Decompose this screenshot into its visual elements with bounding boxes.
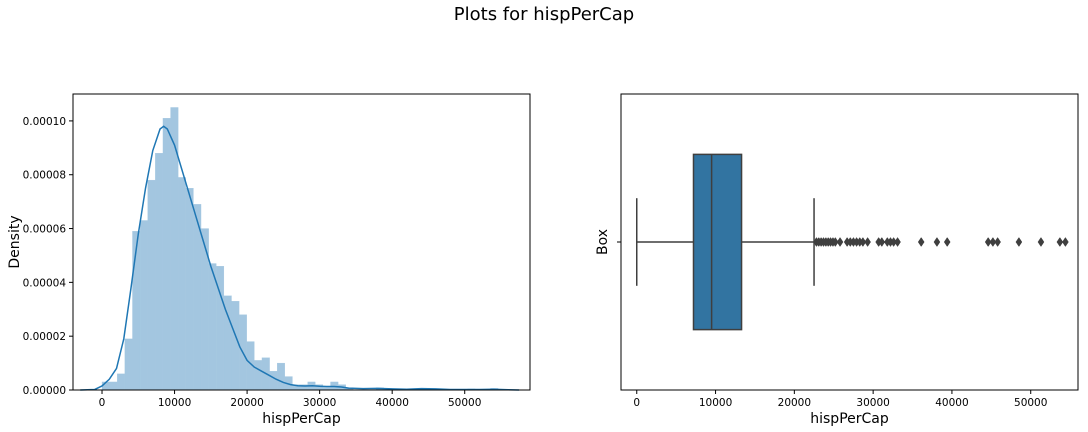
outlier-point [864,237,871,247]
histogram-x-ticks: 0 10000 20000 30000 40000 50000 [99,390,481,409]
y-tick-label: 0.00002 [23,331,66,343]
y-tick-label: 0.00006 [23,224,67,236]
x-tick-label: 10000 [699,397,732,409]
outlier-point [933,237,941,247]
x-tick-label: 50000 [1014,397,1047,409]
y-tick-label: 0.00008 [23,170,66,182]
histogram-bar [178,177,186,391]
y-tick-label: 0.00010 [23,116,66,128]
histogram-bar [155,153,164,391]
x-tick-label: 0 [633,397,640,409]
figure-title: Plots for hispPerCap [453,4,635,25]
histogram-bar [185,188,194,391]
y-tick-label: 0.00004 [23,277,67,289]
histogram-bar [109,381,118,391]
x-tick-label: 0 [99,397,106,409]
histogram-y-ticks: 0.00000 0.00002 0.00004 0.00006 0.00008 0.000… [23,116,73,397]
y-tick-label: 0.00000 [23,385,66,397]
histogram-y-axis-label: Density [7,215,23,268]
boxplot-outliers [813,237,1069,247]
histogram-bar [147,179,156,391]
histogram-panel: 0 10000 20000 30000 40000 50000 0.000000.0000… [7,93,531,427]
outlier-point [1015,237,1023,247]
histogram-bar [208,263,217,391]
boxplot-y-axis-label: Box [595,229,611,255]
outlier-point [994,237,1001,247]
x-tick-label: 40000 [375,397,408,409]
outlier-point [917,237,925,247]
x-tick-label: 30000 [856,397,889,409]
boxplot-x-axis-label: hispPerCap [810,411,889,427]
boxplot-x-ticks: 0 10000 20000 30000 40000 50000 [633,390,1047,409]
histogram-bar [254,360,263,391]
histogram-bars [101,107,499,391]
outlier-point [859,237,867,247]
interquartile-box [692,153,743,331]
x-tick-label: 40000 [935,397,968,409]
boxplot-panel: 0 10000 20000 30000 40000 50000 hispPerCap Bo… [595,93,1079,427]
histogram-bar [170,107,179,391]
histogram-x-axis-label: hispPerCap [262,411,341,427]
histogram-bar [162,118,171,391]
outlier-point [832,237,839,247]
histogram-bar [277,362,285,391]
kde-line [80,125,520,391]
outlier-point [1062,237,1069,247]
outlier-point [894,237,901,247]
x-tick-label: 20000 [778,397,811,409]
outlier-point [984,237,992,247]
outlier-point [836,237,844,247]
x-tick-label: 30000 [303,397,336,409]
histogram-axes-frame [72,93,531,391]
outlier-point [878,237,886,247]
histogram-bar [117,373,126,391]
outlier-point [989,237,997,247]
x-tick-label: 50000 [448,397,481,409]
histogram-bar [124,338,133,391]
x-tick-label: 10000 [158,397,191,409]
histogram-bar [132,231,141,391]
outlier-point [1056,237,1064,247]
outlier-point [943,237,951,247]
histogram-bar [139,220,148,391]
boxplot-marks [636,153,815,331]
histogram-bar [231,301,240,391]
histogram-bar [269,371,278,391]
x-tick-label: 20000 [230,397,263,409]
outlier-point [1037,237,1045,247]
